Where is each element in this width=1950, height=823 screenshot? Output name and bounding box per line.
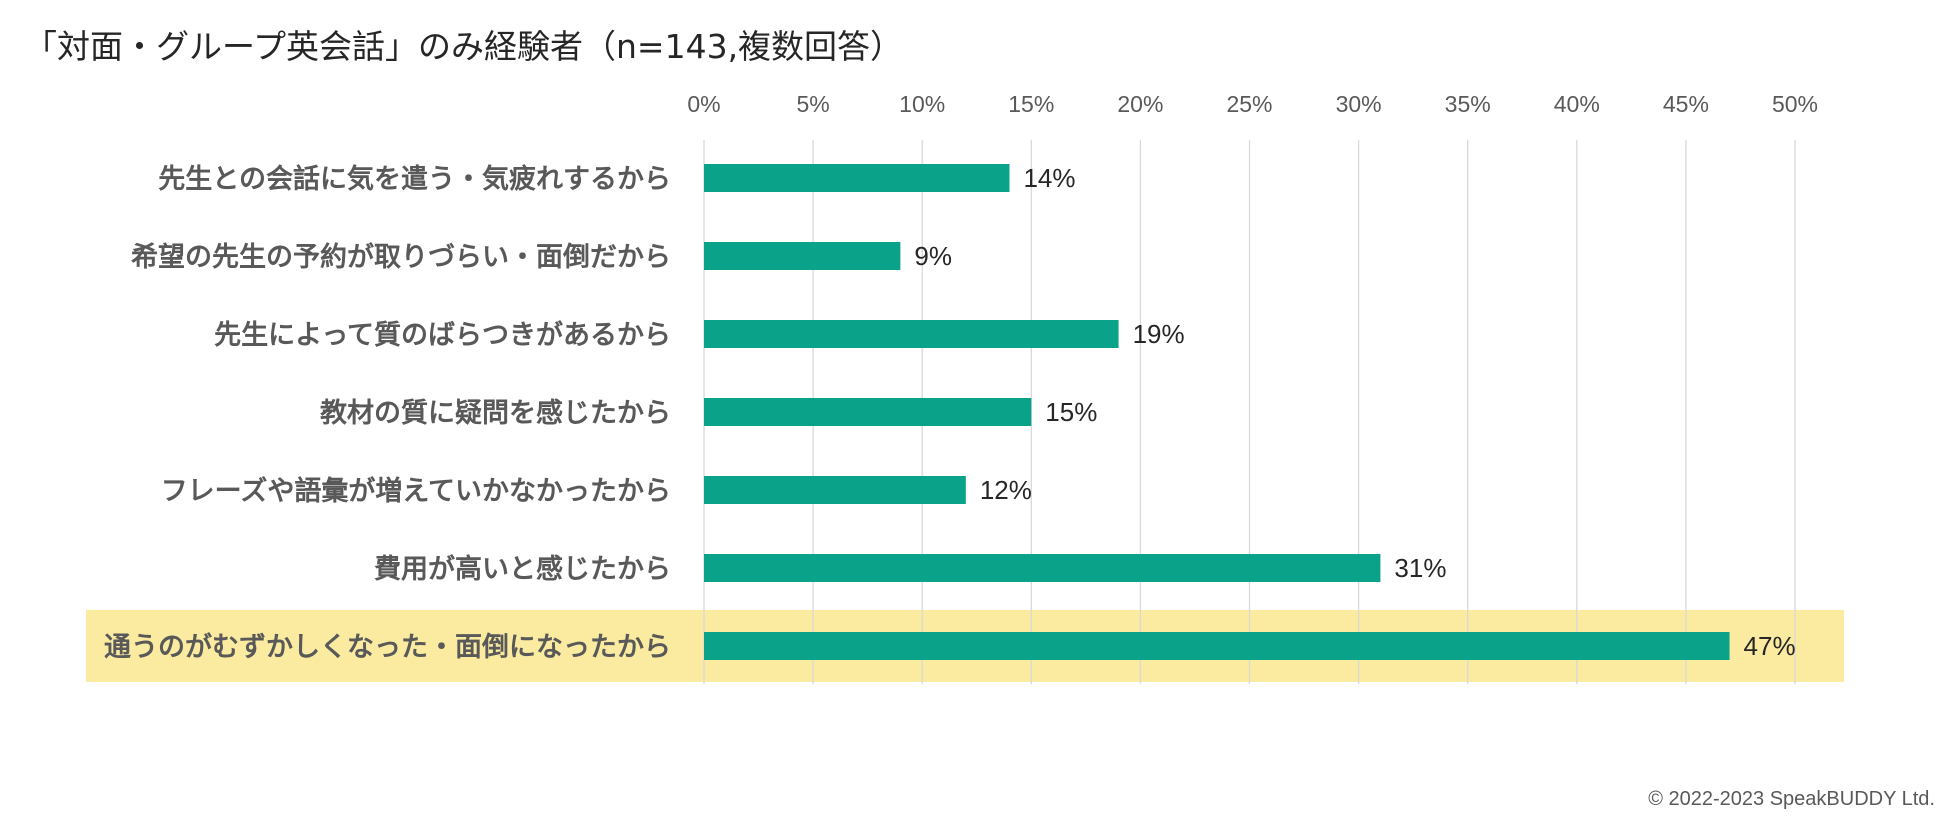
- category-label: 先生との会話に気を遣う・気疲れするから: [158, 163, 671, 195]
- chart-title: 「対面・グループ英会話」のみ経験者（n=143,複数回答）: [24, 27, 904, 66]
- x-tick-label: 50%: [1772, 91, 1818, 117]
- data-label: 19%: [1133, 319, 1185, 349]
- category-labels: 先生との会話に気を遣う・気疲れするから希望の先生の予約が取りづらい・面倒だから先…: [104, 163, 671, 663]
- data-label: 9%: [914, 241, 952, 271]
- x-axis-ticks: 0% 5% 10% 15% 20% 25% 30% 35% 40% 45% 50%: [687, 91, 1818, 117]
- bar: [704, 632, 1730, 660]
- data-label: 15%: [1045, 397, 1097, 427]
- x-tick-label: 25%: [1226, 91, 1272, 117]
- x-tick-label: 30%: [1336, 91, 1382, 117]
- bars: [704, 164, 1730, 660]
- category-label: 希望の先生の予約が取りづらい・面倒だから: [131, 241, 671, 273]
- x-tick-label: 40%: [1554, 91, 1600, 117]
- bar: [704, 398, 1032, 426]
- gridlines: [703, 140, 1796, 684]
- x-tick-label: 10%: [899, 91, 945, 117]
- data-label: 31%: [1394, 553, 1446, 583]
- x-tick-label: 15%: [1008, 91, 1054, 117]
- category-label: フレーズや語彙が増えていかなかったから: [161, 475, 671, 507]
- bar: [704, 320, 1119, 348]
- x-tick-label: 20%: [1117, 91, 1163, 117]
- category-label: 教材の質に疑問を感じたから: [320, 397, 671, 429]
- data-label: 14%: [1023, 163, 1075, 193]
- x-tick-label: 0%: [687, 91, 720, 117]
- category-label: 費用が高いと感じたから: [374, 553, 671, 585]
- data-label: 47%: [1744, 631, 1796, 661]
- bar: [704, 554, 1381, 582]
- data-labels: 14% 9% 19% 15% 12% 31% 47%: [914, 163, 1795, 661]
- x-tick-label: 45%: [1663, 91, 1709, 117]
- category-label: 通うのがむずかしくなった・面倒になったから: [104, 631, 671, 663]
- copyright-notice: © 2022-2023 SpeakBUDDY Ltd.: [1648, 788, 1935, 810]
- data-label: 12%: [980, 475, 1032, 505]
- x-tick-label: 35%: [1445, 91, 1491, 117]
- x-tick-label: 5%: [796, 91, 829, 117]
- bar: [704, 164, 1010, 192]
- category-label: 先生によって質のばらつきがあるから: [214, 319, 671, 351]
- bar: [704, 242, 901, 270]
- bar: [704, 476, 966, 504]
